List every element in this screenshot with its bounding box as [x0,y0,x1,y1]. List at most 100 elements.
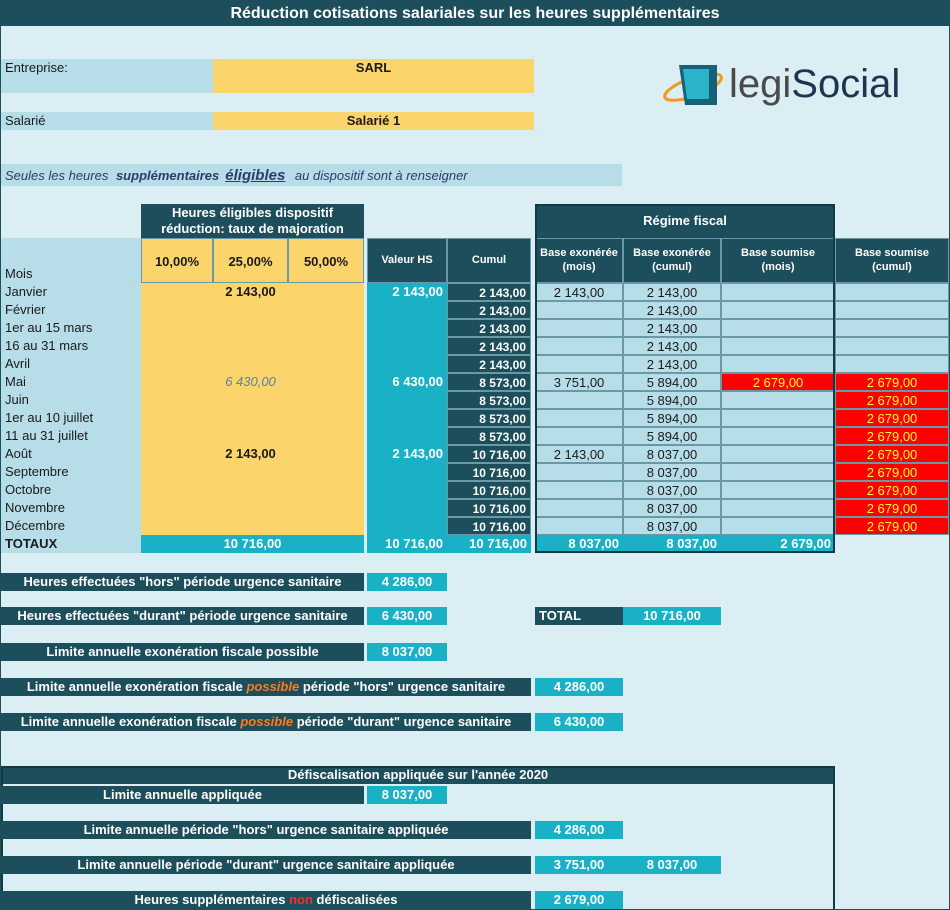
total: 8 037,00 [623,535,721,553]
cell [288,427,364,445]
cell [367,301,447,319]
defisc-value: 4 286,00 [535,821,623,839]
section-header: Défiscalisation appliquée sur l'année 20… [1,766,835,784]
text-part: Limite annuelle exonération fiscale poss… [46,644,319,659]
cell: 8 573,00 [447,391,531,409]
summary-value: 8 037,00 [367,643,447,661]
text-part: éligibles [225,167,286,184]
cell [213,301,288,319]
cell: 10 716,00 [447,463,531,481]
cell [141,373,213,391]
cell [288,499,364,517]
field-value: SARL [213,59,534,93]
cell [288,391,364,409]
text-part: possible [240,714,294,729]
row-label: 16 au 31 mars [1,337,141,355]
col-header: Base soumise (cumul) [835,238,949,283]
cell: 2 143,00 [367,445,447,463]
title: Réduction cotisations salariales sur les… [1,1,949,26]
cell: 2 679,00 [835,445,949,463]
logo-text: legiSocial [729,59,900,109]
row-label: Décembre [1,517,141,535]
cell [141,409,213,427]
summary-value: 4 286,00 [367,573,447,591]
row-label: Septembre [1,463,141,481]
row-label: Janvier [1,283,141,301]
row-label: Novembre [1,499,141,517]
cell: 2 143,00 [447,319,531,337]
total: 2 679,00 [721,535,835,553]
cell: 5 894,00 [623,391,721,409]
cell: 2 679,00 [835,463,949,481]
cell: 6 430,00 [213,373,288,391]
cell [288,283,364,301]
cell [367,481,447,499]
cell [288,463,364,481]
cell: 2 679,00 [835,391,949,409]
regime-frame [535,204,835,553]
defisc-label: Limite annuelle appliquée [1,786,364,804]
cell: 10 716,00 [447,481,531,499]
row-label: Août [1,445,141,463]
cell: 2 143,00 [447,337,531,355]
col-header: Mois [1,238,141,283]
cell [367,409,447,427]
cell: 8 573,00 [447,409,531,427]
cell: 2 143,00 [535,283,623,301]
cell [367,517,447,535]
cell [367,427,447,445]
cell [367,355,447,373]
col-header: Valeur HS [367,238,447,283]
row-label: Mai [1,373,141,391]
cell [213,463,288,481]
logo-icon [663,65,723,105]
cell [288,373,364,391]
total: 10 716,00 [367,535,447,553]
cell [288,301,364,319]
text-part: Heures effectuées "hors" période urgence… [23,574,342,589]
cell: 8 037,00 [623,499,721,517]
summary-label: Heures effectuées "hors" période urgence… [1,573,364,591]
cell: 2 679,00 [835,517,949,535]
cell [141,463,213,481]
logo-part: legi [729,62,792,106]
cell [141,283,213,301]
cell [141,337,213,355]
cell: 2 143,00 [447,283,531,301]
text-part: non [289,892,313,907]
cell: 3 751,00 [535,373,623,391]
cell: 6 430,00 [367,373,447,391]
col-header: 10,00% [141,238,213,283]
cell [141,517,213,535]
cell: 2 143,00 [623,283,721,301]
cell: 2 679,00 [835,373,949,391]
cell [367,319,447,337]
text-part: supplémentaires [115,168,220,183]
cell [367,463,447,481]
summary-label: Heures effectuées "durant" période urgen… [1,607,364,625]
defisc-label: Limite annuelle période "hors" urgence s… [1,821,531,839]
summary-value: 6 430,00 [367,607,447,625]
regime-header: Régime fiscal [535,204,835,238]
text-part: Heures supplémentaires [134,892,290,907]
summary-value: 6 430,00 [535,713,623,731]
cell [367,391,447,409]
col-header: 50,00% [288,238,364,283]
field-value: Salarié 1 [213,112,534,130]
row-label: 11 au 31 juillet [1,427,141,445]
cell [213,391,288,409]
cell [213,517,288,535]
summary-label: Limite annuelle exonération fiscale poss… [1,643,364,661]
cell: 8 037,00 [623,463,721,481]
cell [213,337,288,355]
cell [213,427,288,445]
cell: 2 143,00 [623,301,721,319]
text-part: défiscalisées [312,892,398,907]
cell [288,337,364,355]
field-label: Salarié [1,112,213,130]
cell [835,337,949,355]
cell: 8 037,00 [623,517,721,535]
cell [288,481,364,499]
cell: 8 037,00 [623,445,721,463]
